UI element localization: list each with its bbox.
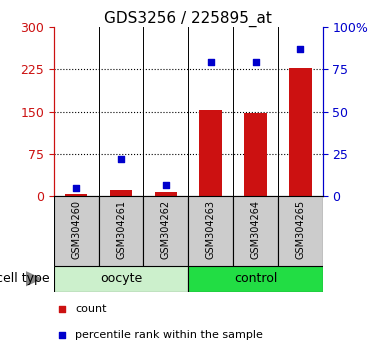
Text: percentile rank within the sample: percentile rank within the sample [75,330,263,341]
Text: cell type: cell type [0,272,50,285]
Bar [144,196,188,266]
Bar [200,110,222,196]
Text: control: control [234,272,277,285]
Text: GSM304264: GSM304264 [250,200,260,259]
Point [208,59,214,65]
Bar [188,266,323,292]
Point [59,332,65,338]
Bar [65,194,88,196]
Bar [244,113,267,196]
Bar [188,196,233,266]
Bar [99,196,144,266]
Text: GSM304261: GSM304261 [116,200,126,259]
Bar [54,196,99,266]
Bar [278,196,323,266]
Bar [289,68,312,196]
Bar [155,192,177,196]
Point [59,306,65,312]
Point [298,46,303,51]
Text: GSM304260: GSM304260 [71,200,81,259]
Text: GSM304262: GSM304262 [161,200,171,259]
Bar [233,196,278,266]
Point [253,59,259,65]
Bar [54,266,188,292]
Text: GSM304265: GSM304265 [295,200,305,259]
Point [118,156,124,162]
Title: GDS3256 / 225895_at: GDS3256 / 225895_at [104,10,272,27]
Point [163,182,169,187]
Polygon shape [26,272,41,286]
Text: oocyte: oocyte [100,272,142,285]
Text: count: count [75,304,107,314]
Point [73,185,79,191]
Bar [110,190,132,196]
Text: GSM304263: GSM304263 [206,200,216,259]
